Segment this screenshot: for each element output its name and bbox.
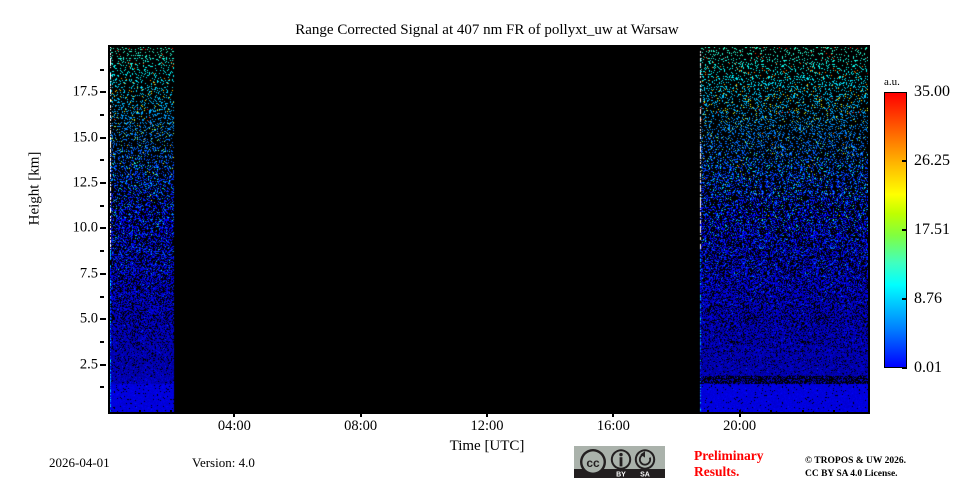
x-minor-tick-mark [675, 410, 678, 414]
x-minor-tick-mark [707, 410, 710, 414]
x-tick-label: 04:00 [217, 418, 251, 434]
x-minor-tick-mark [264, 410, 267, 414]
colorbar-tick-label: 26.25 [914, 152, 950, 170]
colorbar-tick-mark [902, 228, 907, 231]
colorbar-tick-label: 0.01 [914, 359, 942, 376]
y-axis-label: Height [km] [26, 151, 43, 226]
colorbar-tick-label: 17.51 [914, 220, 950, 238]
preliminary-line-1: Preliminary [694, 448, 764, 463]
y-tick-label: 10.0 [72, 219, 98, 236]
x-minor-tick-mark [296, 410, 299, 414]
y-tick-label: 12.5 [72, 174, 98, 191]
heatmap-canvas [110, 47, 868, 412]
x-minor-tick-mark [454, 410, 457, 414]
y-minor-tick-mark [100, 386, 104, 389]
y-minor-tick-mark [100, 113, 104, 116]
x-tick-label: 12:00 [470, 418, 504, 434]
y-tick-mark [100, 182, 106, 184]
badge-by-label: BY [616, 471, 626, 478]
x-minor-tick-mark [801, 410, 804, 414]
copyright-notice: © TROPOS & UW 2026. CC BY SA 4.0 License… [805, 455, 906, 481]
page-title: Range Corrected Signal at 407 nm FR of p… [295, 22, 679, 38]
y-minor-tick-mark [100, 340, 104, 343]
y-tick-label: 5.0 [79, 310, 98, 327]
x-minor-tick-mark [328, 410, 331, 414]
x-tick-mark [612, 410, 615, 417]
y-tick-label: 17.5 [72, 83, 98, 100]
y-tick-label: 15.0 [72, 129, 98, 146]
cc-by-sa-license-badge-icon[interactable]: cc BY SA [574, 446, 665, 478]
copyright-line-1: © TROPOS & UW 2026. [805, 456, 906, 466]
x-minor-tick-mark [549, 410, 552, 414]
y-minor-tick-mark [100, 159, 104, 162]
plot-area[interactable] [108, 45, 870, 414]
preliminary-line-2: Results. [694, 463, 740, 479]
x-minor-tick-mark [770, 410, 773, 414]
y-tick-mark [100, 136, 106, 139]
y-axis-tick-labels: 2.5 5.0 7.5 10.0 12.5 15.0 17.5 [40, 0, 98, 480]
footer-date: 2026-04-01 [49, 455, 110, 470]
x-tick-label: 16:00 [596, 418, 630, 434]
footer-version: Version: 4.0 [192, 455, 255, 470]
y-tick-label: 7.5 [79, 265, 98, 282]
y-minor-tick-mark [100, 250, 104, 253]
y-minor-tick-mark [100, 68, 104, 71]
colorbar-tick-mark [902, 297, 907, 300]
x-axis-label: Time [UTC] [449, 438, 525, 454]
x-tick-label: 08:00 [344, 418, 378, 434]
x-tick-label: 20:00 [723, 418, 757, 434]
colorbar-tick-mark [902, 367, 907, 369]
colorbar-tick-label: 8.76 [914, 289, 942, 307]
x-tick-mark [486, 410, 488, 417]
colorbar-tick-mark [902, 160, 907, 163]
x-minor-tick-mark [643, 410, 646, 414]
y-tick-mark [100, 363, 106, 366]
x-tick-mark [738, 410, 741, 417]
y-tick-mark [100, 318, 106, 321]
colorbar-unit-label: a.u. [884, 76, 900, 88]
x-minor-tick-mark [422, 410, 425, 414]
x-minor-tick-mark [580, 410, 583, 414]
y-tick-mark [100, 272, 106, 275]
x-minor-tick-mark [391, 410, 394, 414]
y-tick-mark [100, 91, 106, 94]
x-minor-tick-mark [201, 410, 204, 414]
x-minor-tick-mark [170, 410, 173, 414]
copyright-line-2: CC BY SA 4.0 License. [805, 468, 898, 479]
svg-text:cc: cc [586, 456, 600, 470]
x-tick-mark [359, 410, 362, 417]
y-minor-tick-mark [100, 204, 104, 207]
preliminary-results-notice: Preliminary Results. [694, 448, 763, 479]
x-minor-tick-mark [517, 410, 520, 414]
badge-sa-label: SA [640, 471, 650, 478]
y-tick-label: 2.5 [79, 356, 98, 373]
colorbar-tick-label: 35.00 [914, 83, 950, 100]
y-tick-mark [100, 227, 106, 230]
x-minor-tick-mark [833, 410, 836, 414]
x-minor-tick-mark [138, 410, 141, 414]
y-minor-tick-mark [100, 295, 104, 298]
x-tick-mark [233, 410, 236, 417]
